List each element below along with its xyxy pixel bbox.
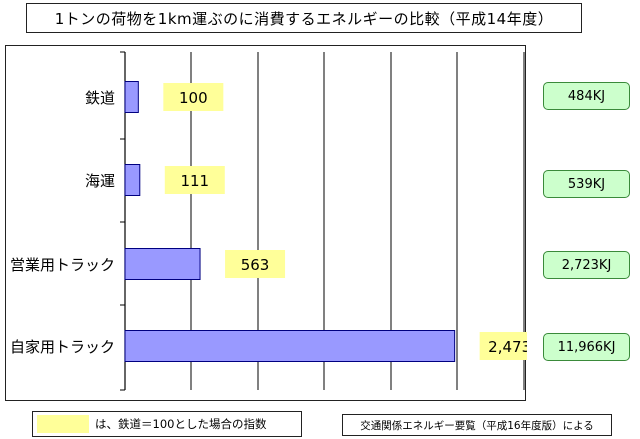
legend-swatch <box>37 415 89 433</box>
category-label: 自家用トラック <box>10 338 115 356</box>
index-label: 100 <box>163 83 224 111</box>
energy-value-box: 484KJ <box>543 82 630 110</box>
index-label-text: 100 <box>179 89 208 107</box>
bar-chart: 鉄道 100 海運 111 営業用トラック 563 自家用トラック 2,473 <box>10 51 527 391</box>
legend-text: は、鉄道＝100とした場合の指数 <box>95 417 267 431</box>
index-label-text: 563 <box>241 256 270 274</box>
index-label: 2,473 <box>479 332 527 360</box>
chart-title: 1トンの荷物を1km運ぶのに消費するエネルギーの比較（平成14年度） <box>26 3 582 33</box>
category-label: 営業用トラック <box>10 256 115 274</box>
index-label-text: 111 <box>180 172 209 190</box>
bar <box>124 81 139 113</box>
energy-value-box: 11,966KJ <box>543 333 630 361</box>
index-label: 111 <box>164 166 225 194</box>
index-label-box <box>164 166 225 194</box>
category-label: 海運 <box>85 172 115 190</box>
bar <box>124 330 456 362</box>
bar <box>124 164 141 196</box>
bar <box>124 248 201 280</box>
index-label-box <box>225 250 286 278</box>
source-note: 交通関係エネルギー要覧（平成16年度版）による <box>342 414 612 436</box>
index-label-box <box>163 83 224 111</box>
plot-area: 鉄道 100 海運 111 営業用トラック 563 自家用トラック 2,473 <box>5 45 527 401</box>
index-label-box <box>479 332 527 360</box>
index-label-text: 2,473 <box>488 338 527 356</box>
energy-value-box: 2,723KJ <box>543 251 630 279</box>
energy-value-box: 539KJ <box>543 170 630 198</box>
category-label: 鉄道 <box>85 89 115 107</box>
index-label: 563 <box>225 250 286 278</box>
legend: は、鉄道＝100とした場合の指数 <box>32 411 302 437</box>
